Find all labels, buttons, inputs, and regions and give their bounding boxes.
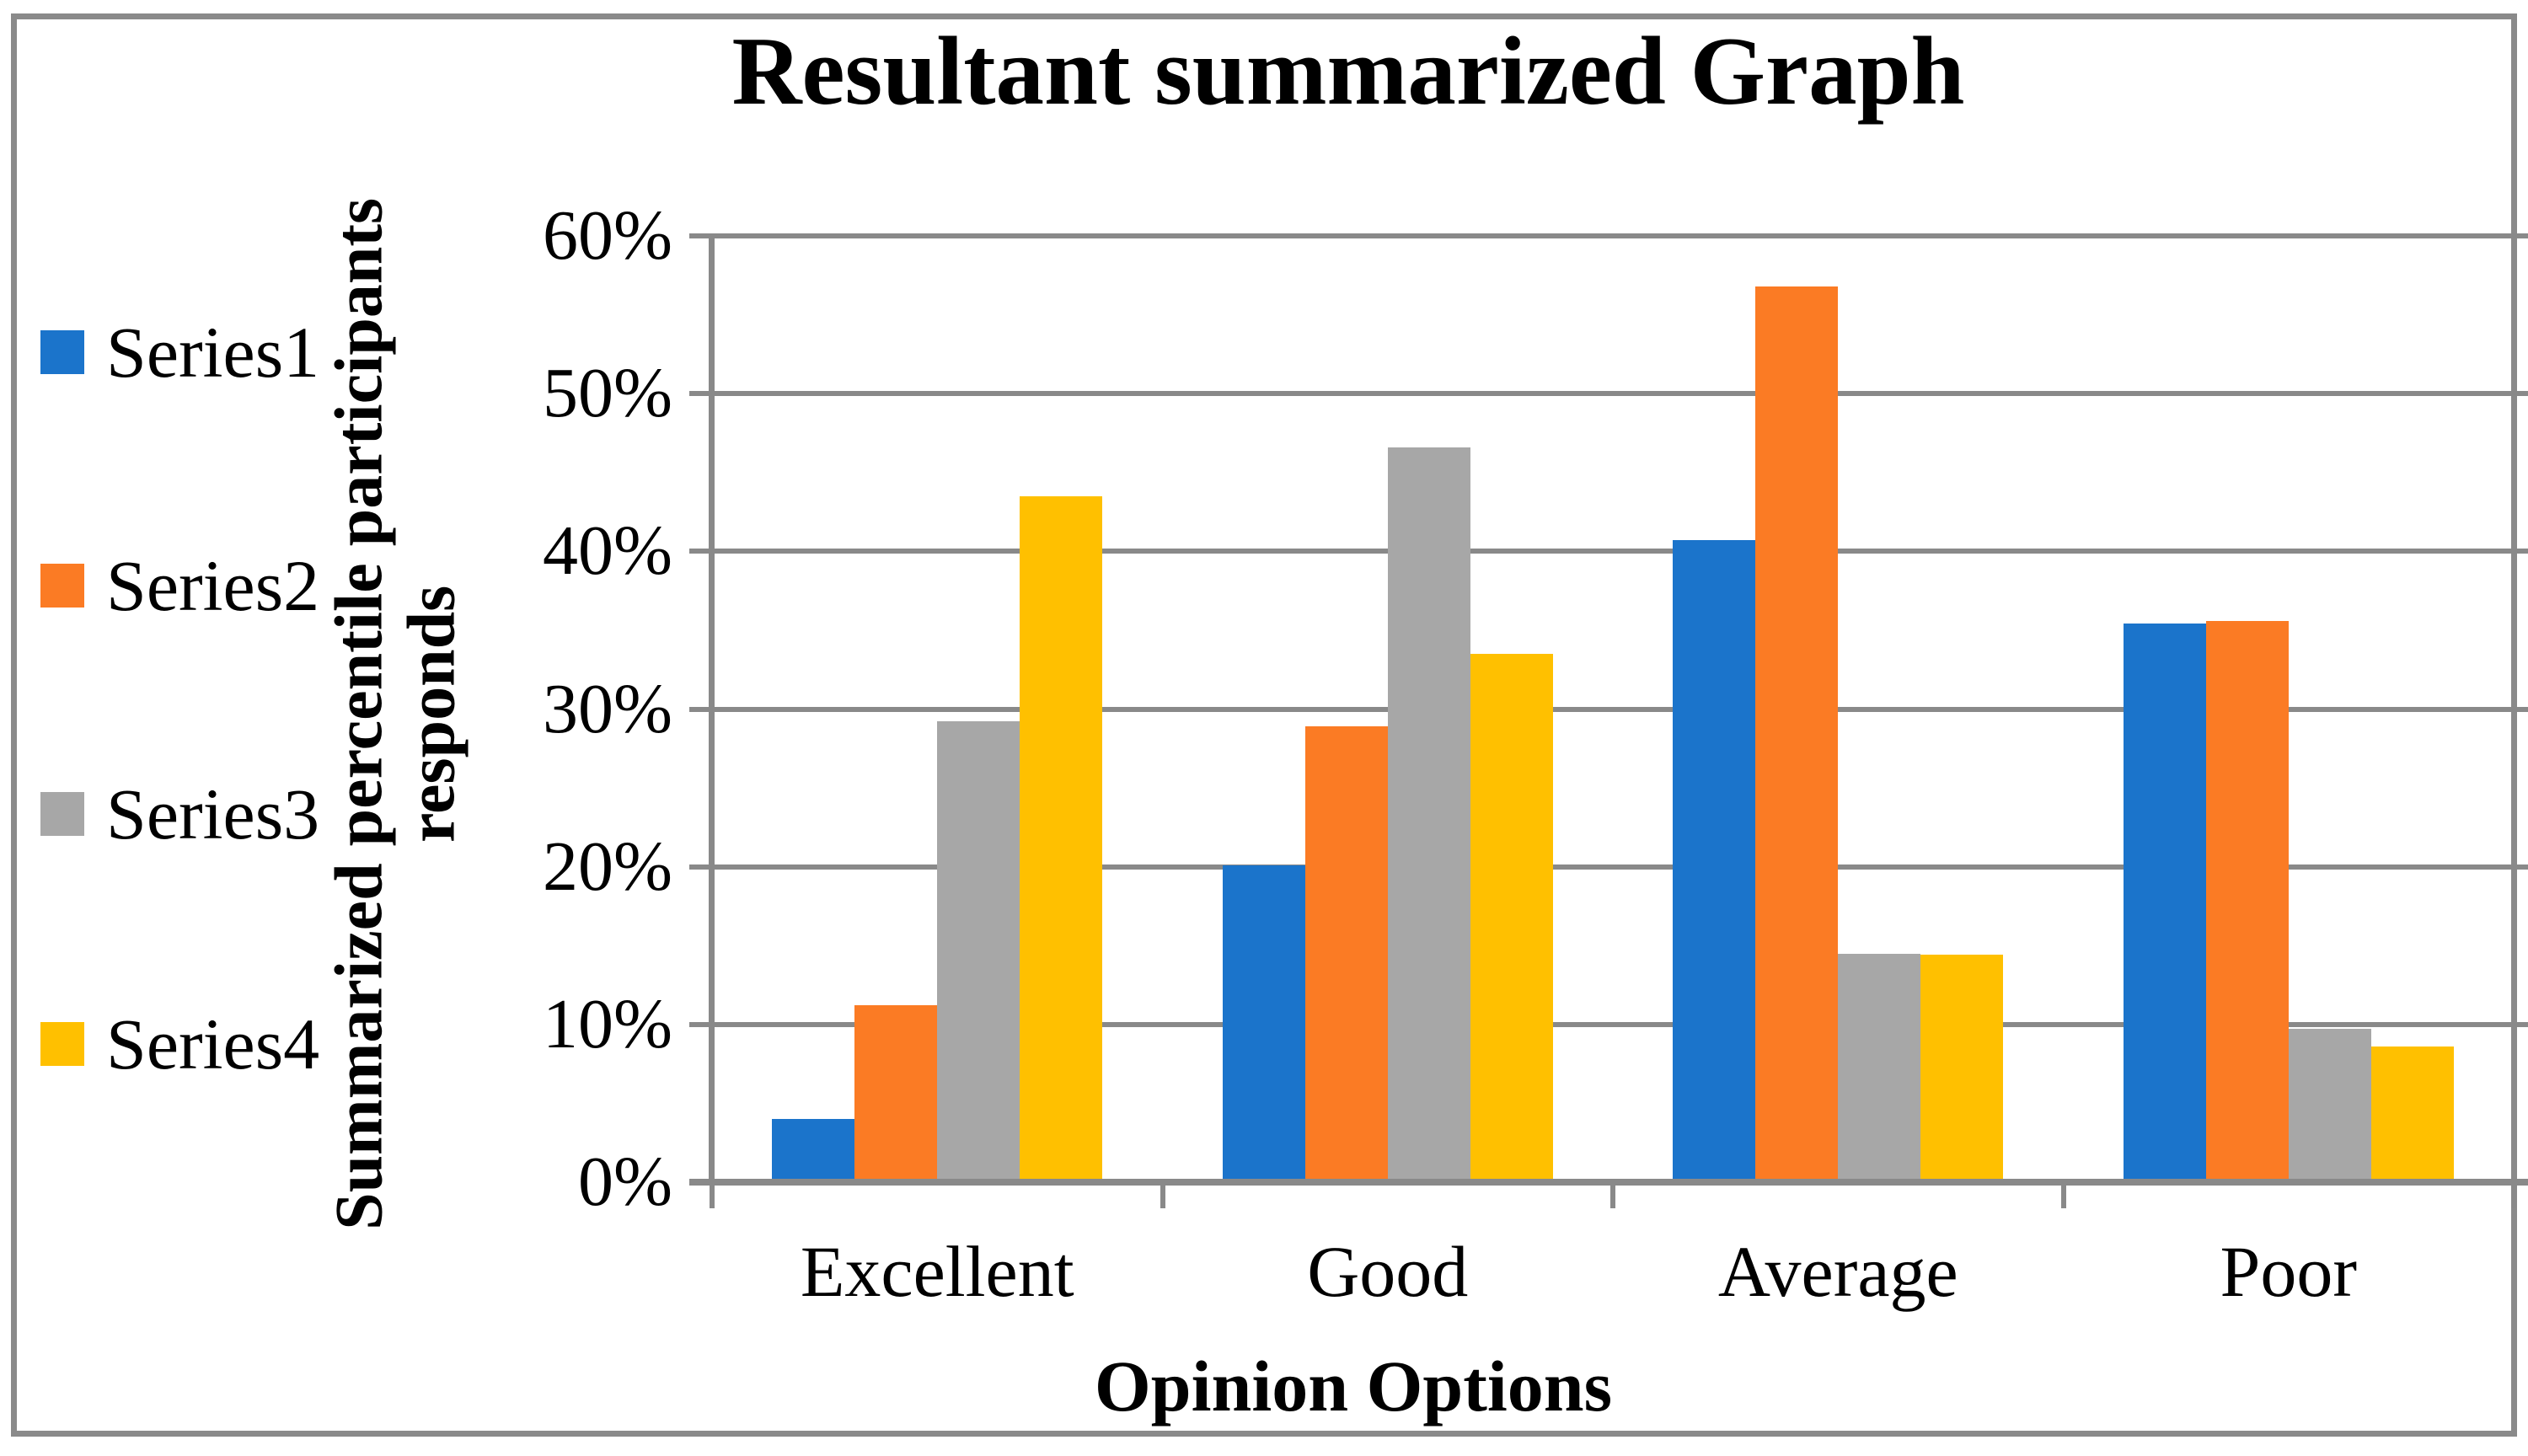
y-axis-line <box>709 236 715 1186</box>
bar-series1-excellent <box>772 1119 855 1182</box>
legend-swatch-icon <box>40 792 84 836</box>
gridline <box>689 1021 2528 1027</box>
legend-swatch-icon <box>40 564 84 608</box>
x-axis-tick <box>1160 1186 1165 1208</box>
category-label-average: Average <box>1717 1231 1958 1312</box>
legend-item-series2: Series2 <box>40 549 319 622</box>
gridline <box>689 391 2528 397</box>
legend-swatch-icon <box>40 330 84 374</box>
category-label-good: Good <box>1307 1231 1469 1312</box>
x-axis-line <box>689 1179 2528 1186</box>
legend-label: Series2 <box>106 545 320 626</box>
chart-title: Resultant summarized Graph <box>731 18 1965 125</box>
legend-item-series1: Series1 <box>40 316 319 388</box>
y-tick-label: 60% <box>543 196 672 275</box>
x-axis-tick <box>2511 1186 2516 1208</box>
category-label-excellent: Excellent <box>800 1231 1074 1312</box>
y-tick-label: 40% <box>543 511 672 591</box>
y-tick-label: 10% <box>543 984 672 1063</box>
y-tick-label: 0% <box>578 1143 672 1221</box>
bar-series2-excellent <box>854 1005 938 1182</box>
y-tick-label: 50% <box>543 354 672 433</box>
bar-series1-good <box>1222 864 1305 1182</box>
y-axis-title: Summarized percentile participants respo… <box>322 82 469 1346</box>
bar-series4-excellent <box>1020 495 1103 1182</box>
y-tick-label: 30% <box>543 669 672 748</box>
bar-series4-poor <box>2370 1046 2454 1182</box>
legend-swatch-icon <box>40 1022 84 1066</box>
category-label-poor: Poor <box>2220 1231 2357 1312</box>
y-axis-title-line2: responds <box>395 585 469 843</box>
gridline <box>689 706 2528 712</box>
bar-series4-average <box>1920 955 2004 1182</box>
gridline <box>689 864 2528 870</box>
bar-series2-good <box>1304 726 1388 1182</box>
bar-series2-poor <box>2205 620 2289 1182</box>
bar-series3-poor <box>2288 1029 2371 1182</box>
x-axis-tick <box>2060 1186 2066 1208</box>
bar-series4-good <box>1470 654 1553 1182</box>
y-tick-label: 20% <box>543 827 672 906</box>
bar-series1-average <box>1673 540 1756 1182</box>
legend-label: Series4 <box>106 1004 320 1084</box>
plot-area <box>689 233 2528 1208</box>
bar-series3-good <box>1387 447 1470 1182</box>
legend-label: Series1 <box>106 312 320 393</box>
bar-series2-average <box>1755 286 1839 1182</box>
x-axis-title: Opinion Options <box>1094 1346 1613 1427</box>
gridline <box>689 549 2528 554</box>
y-axis-title-line1: Summarized percentile participants <box>322 197 397 1230</box>
bar-series3-average <box>1838 953 1921 1182</box>
legend-label: Series3 <box>106 774 320 854</box>
figure-border <box>11 13 2517 1437</box>
legend-item-series3: Series3 <box>40 778 319 850</box>
gridline <box>689 233 2528 238</box>
bar-series3-excellent <box>937 721 1020 1182</box>
x-axis-tick <box>710 1186 715 1208</box>
legend-item-series4: Series4 <box>40 1008 319 1080</box>
x-axis-tick <box>1610 1186 1615 1208</box>
bar-series1-poor <box>2123 624 2206 1182</box>
legend: Series1 Series2 Series3 Series4 <box>40 0 403 1456</box>
